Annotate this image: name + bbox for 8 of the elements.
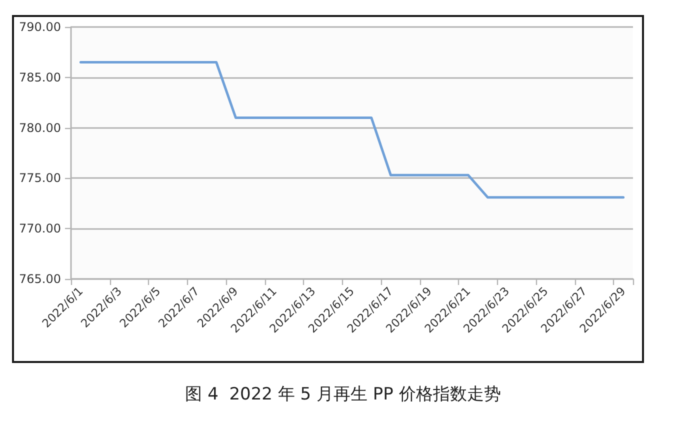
y-tick-label: 775.00 xyxy=(19,171,61,186)
y-tick-label: 785.00 xyxy=(19,70,61,84)
text: 图 4 2022 年 5 月再生 PP 价格指数走势 xyxy=(185,384,501,404)
y-tick-label: 765.00 xyxy=(19,272,61,286)
line-series xyxy=(79,61,625,199)
y-tick-label: 770.00 xyxy=(19,222,61,236)
y-tick-label: 790.00 xyxy=(19,20,61,34)
y-tick-label: 780.00 xyxy=(19,120,61,135)
